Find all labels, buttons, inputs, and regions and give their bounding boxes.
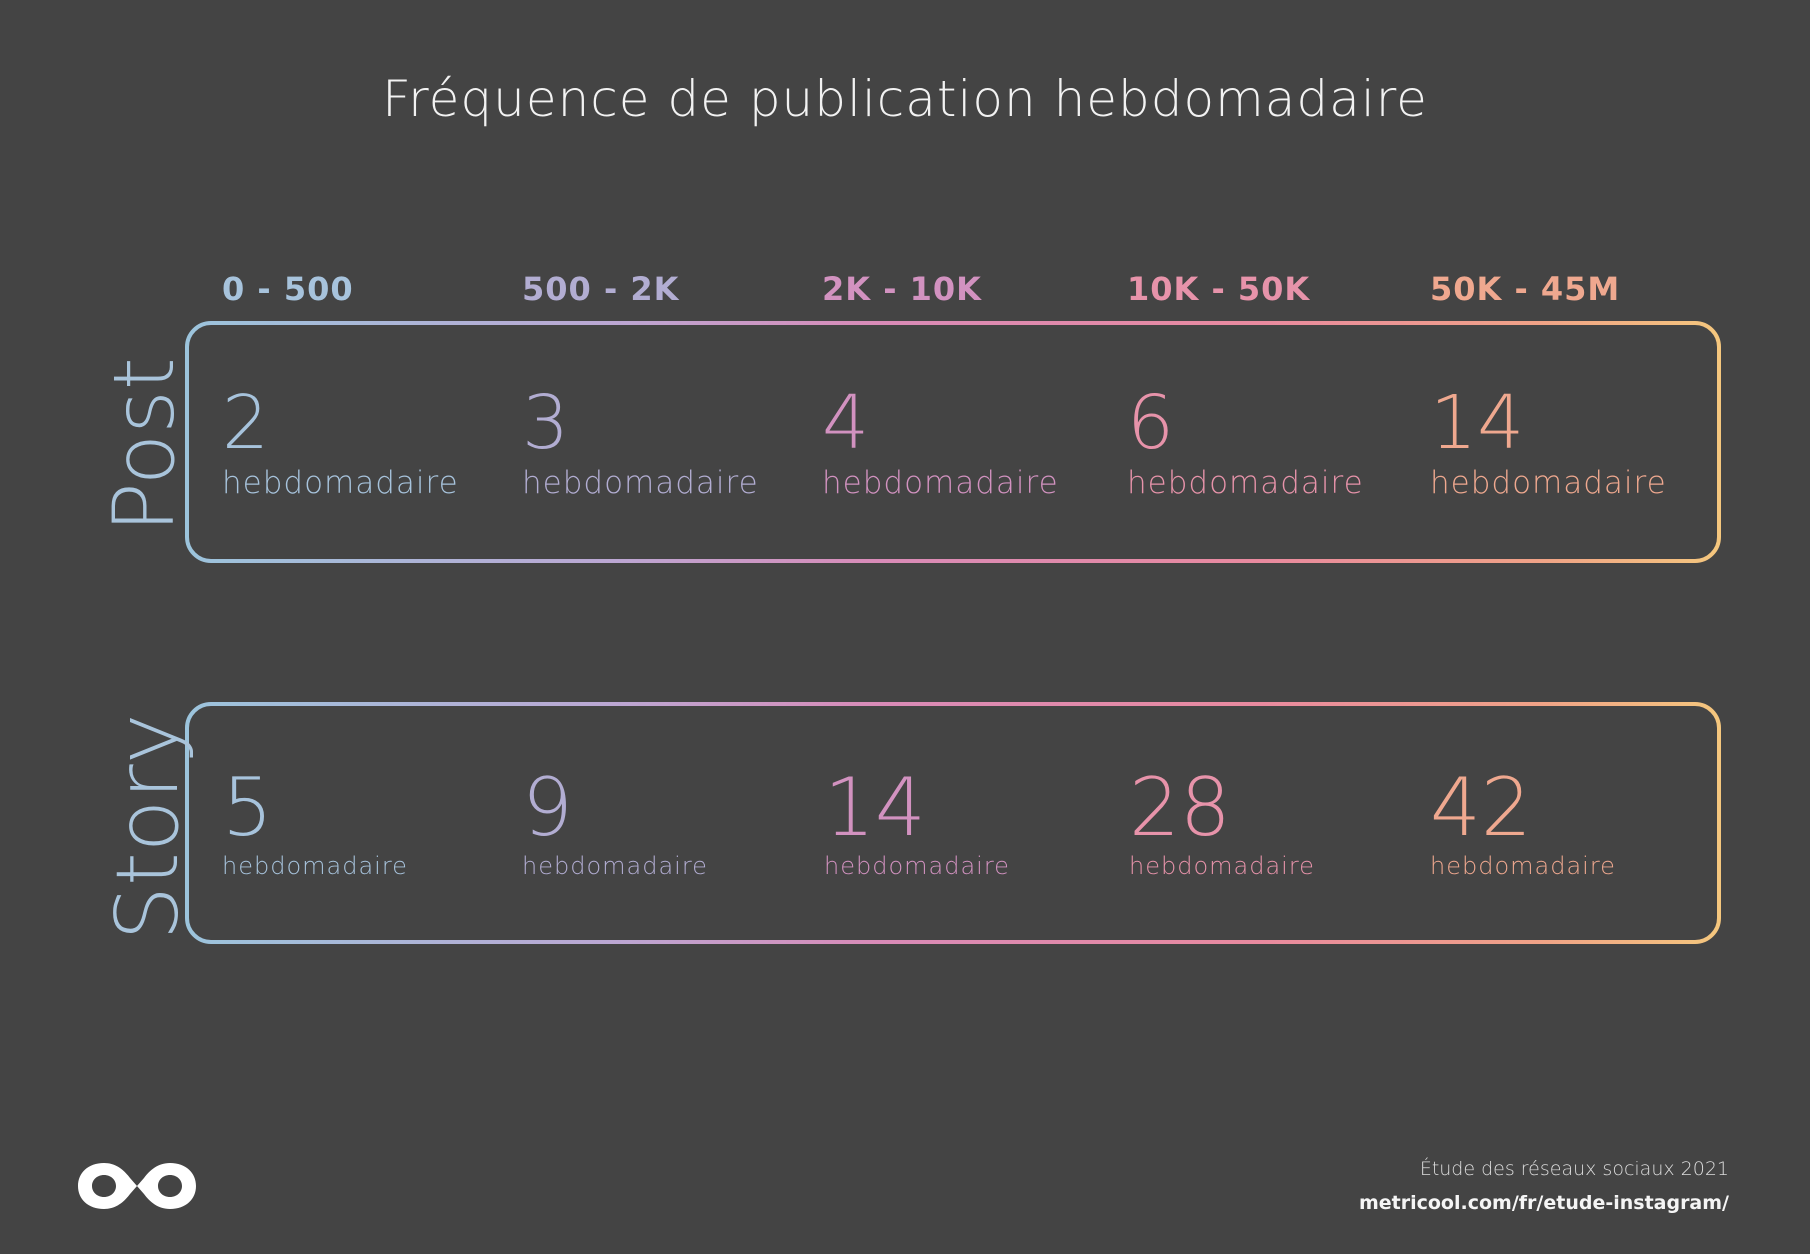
row-label-story: Story — [98, 713, 198, 941]
post-frame — [185, 321, 1721, 563]
frequency-unit: hebdomadaire — [1430, 852, 1616, 880]
row-label-post: Post — [95, 357, 193, 533]
frequency-value: 4 — [822, 380, 870, 466]
frequency-value: 5 — [222, 761, 273, 854]
post-value-cell: 14 hebdomadaire — [1430, 386, 1667, 499]
frequency-value: 2 — [222, 380, 270, 466]
footer-url[interactable]: metricool.com/fr/etude-instagram/ — [1358, 1192, 1729, 1214]
footer-note: Étude des réseaux sociaux 2021 — [1419, 1158, 1729, 1180]
frequency-unit: hebdomadaire — [522, 465, 759, 501]
post-value-cell: 4 hebdomadaire — [822, 386, 1059, 499]
story-frame — [185, 702, 1721, 944]
frequency-value: 9 — [522, 761, 573, 854]
frequency-value: 6 — [1127, 380, 1175, 466]
frequency-unit: hebdomadaire — [222, 852, 408, 880]
story-value-cell: 9 hebdomadaire — [522, 761, 708, 880]
story-value-cell: 42 hebdomadaire — [1430, 761, 1616, 880]
frequency-value: 14 — [1430, 380, 1525, 466]
frequency-unit: hebdomadaire — [822, 465, 1059, 501]
range-label: 0 - 500 — [222, 270, 354, 308]
frequency-unit: hebdomadaire — [1127, 465, 1364, 501]
frequency-value: 42 — [1430, 761, 1532, 854]
post-value-cell: 2 hebdomadaire — [222, 386, 459, 499]
frequency-unit: hebdomadaire — [1430, 465, 1667, 501]
frequency-unit: hebdomadaire — [1129, 852, 1315, 880]
frequency-value: 28 — [1129, 761, 1231, 854]
post-value-cell: 6 hebdomadaire — [1127, 386, 1364, 499]
story-value-cell: 14 hebdomadaire — [824, 761, 1010, 880]
metricool-logo-icon — [78, 1163, 196, 1209]
frequency-value: 14 — [824, 761, 926, 854]
post-value-cell: 3 hebdomadaire — [522, 386, 759, 499]
range-label: 500 - 2K — [522, 270, 680, 308]
range-label: 2K - 10K — [822, 270, 982, 308]
frequency-unit: hebdomadaire — [824, 852, 1010, 880]
range-label: 50K - 45M — [1430, 270, 1621, 308]
frequency-unit: hebdomadaire — [222, 465, 459, 501]
range-label: 10K - 50K — [1127, 270, 1311, 308]
frequency-value: 3 — [522, 380, 570, 466]
story-value-cell: 5 hebdomadaire — [222, 761, 408, 880]
page-title: Fréquence de publication hebdomadaire — [382, 70, 1428, 128]
story-value-cell: 28 hebdomadaire — [1129, 761, 1315, 880]
frequency-unit: hebdomadaire — [522, 852, 708, 880]
